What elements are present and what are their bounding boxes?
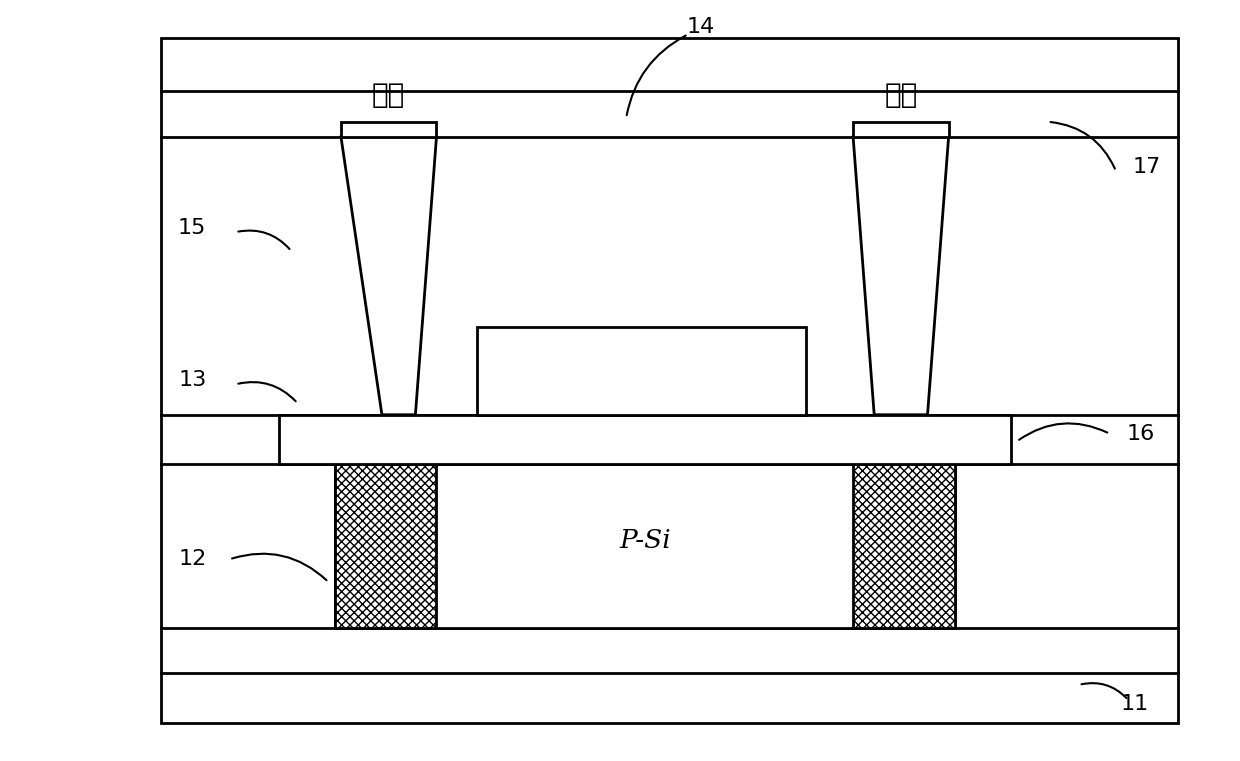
Polygon shape (853, 137, 949, 415)
Text: 14: 14 (687, 17, 714, 37)
Bar (477, 327, 806, 415)
Bar (341, 122, 436, 137)
Text: P-Si: P-Si (619, 528, 671, 552)
Text: 源极: 源极 (372, 81, 404, 109)
Text: 12: 12 (179, 549, 206, 569)
Text: 漏极: 漏极 (885, 81, 918, 109)
Text: 17: 17 (1133, 158, 1161, 177)
Bar (335, 464, 955, 628)
Text: 11: 11 (1121, 694, 1148, 714)
Bar (161, 38, 1178, 723)
Polygon shape (341, 137, 436, 415)
Text: 13: 13 (179, 371, 206, 390)
Bar (335, 464, 436, 628)
Text: MOS: MOS (611, 427, 678, 451)
Bar (853, 122, 949, 137)
Bar (279, 415, 1011, 464)
Bar (853, 464, 955, 628)
Text: 15: 15 (179, 218, 206, 238)
Text: 16: 16 (1127, 424, 1154, 444)
